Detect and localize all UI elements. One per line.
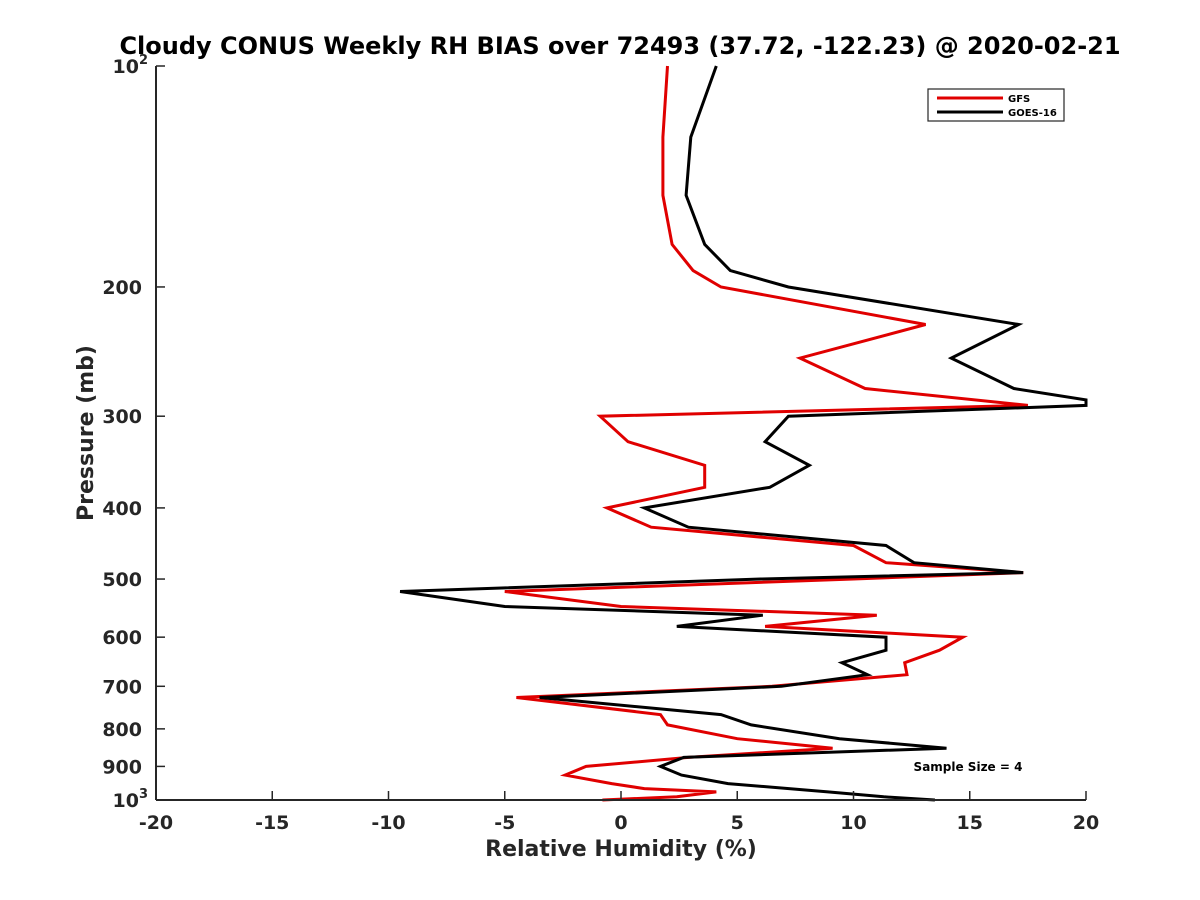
x-tick-label: -20: [139, 812, 173, 834]
legend-items: GFS GOES-16: [937, 94, 1057, 119]
y-tick-label: 103: [113, 787, 149, 812]
x-tick-label: 5: [731, 812, 744, 834]
x-tick-label: -15: [255, 812, 289, 834]
x-tick-label: -5: [494, 812, 515, 834]
y-tick-label-exponent: 3: [139, 787, 148, 802]
y-tick-label: 300: [102, 406, 142, 428]
y-tick-label: 700: [102, 676, 142, 698]
y-axis-label: Pressure (mb): [74, 345, 99, 521]
y-tick-label: 200: [102, 277, 142, 299]
x-axis-label: Relative Humidity (%): [485, 837, 757, 862]
legend-box: [927, 88, 1065, 122]
series-layer: [399, 65, 1088, 802]
axes-layer: -20 -15 -10 -5 0 5 10 15 20 10220030040050060070…: [102, 53, 1099, 834]
series-line-gfs: [504, 65, 1029, 802]
plot-background: [156, 66, 1086, 800]
x-ticks: -20 -15 -10 -5 0 5 10 15 20: [139, 791, 1099, 834]
series-line-goes-16: [399, 65, 1088, 802]
chart-title: Cloudy CONUS Weekly RH BIAS over 72493 (…: [119, 32, 1120, 60]
y-tick-label: 400: [102, 498, 142, 520]
y-tick-label: 900: [102, 756, 142, 778]
y-tick-label-base: 10: [113, 790, 139, 812]
y-tick-label-exponent: 2: [139, 53, 148, 68]
y-tick-label: 102: [113, 53, 149, 78]
plot-area: [156, 65, 1088, 802]
x-tick-label: 20: [1073, 812, 1099, 834]
legend-label: GOES-16: [1008, 108, 1057, 119]
y-tick-label-base: 10: [113, 56, 139, 78]
x-tick-label: 0: [614, 812, 627, 834]
x-tick-label: 15: [957, 812, 983, 834]
y-tick-label: 800: [102, 719, 142, 741]
x-tick-label: 10: [840, 812, 866, 834]
legend: GFS GOES-16: [927, 88, 1065, 122]
y-tick-label: 500: [102, 569, 142, 591]
sample-size-annotation: Sample Size = 4: [914, 760, 1023, 774]
y-tick-label: 600: [102, 627, 142, 649]
x-tick-label: -10: [371, 812, 405, 834]
legend-label: GFS: [1008, 94, 1030, 105]
